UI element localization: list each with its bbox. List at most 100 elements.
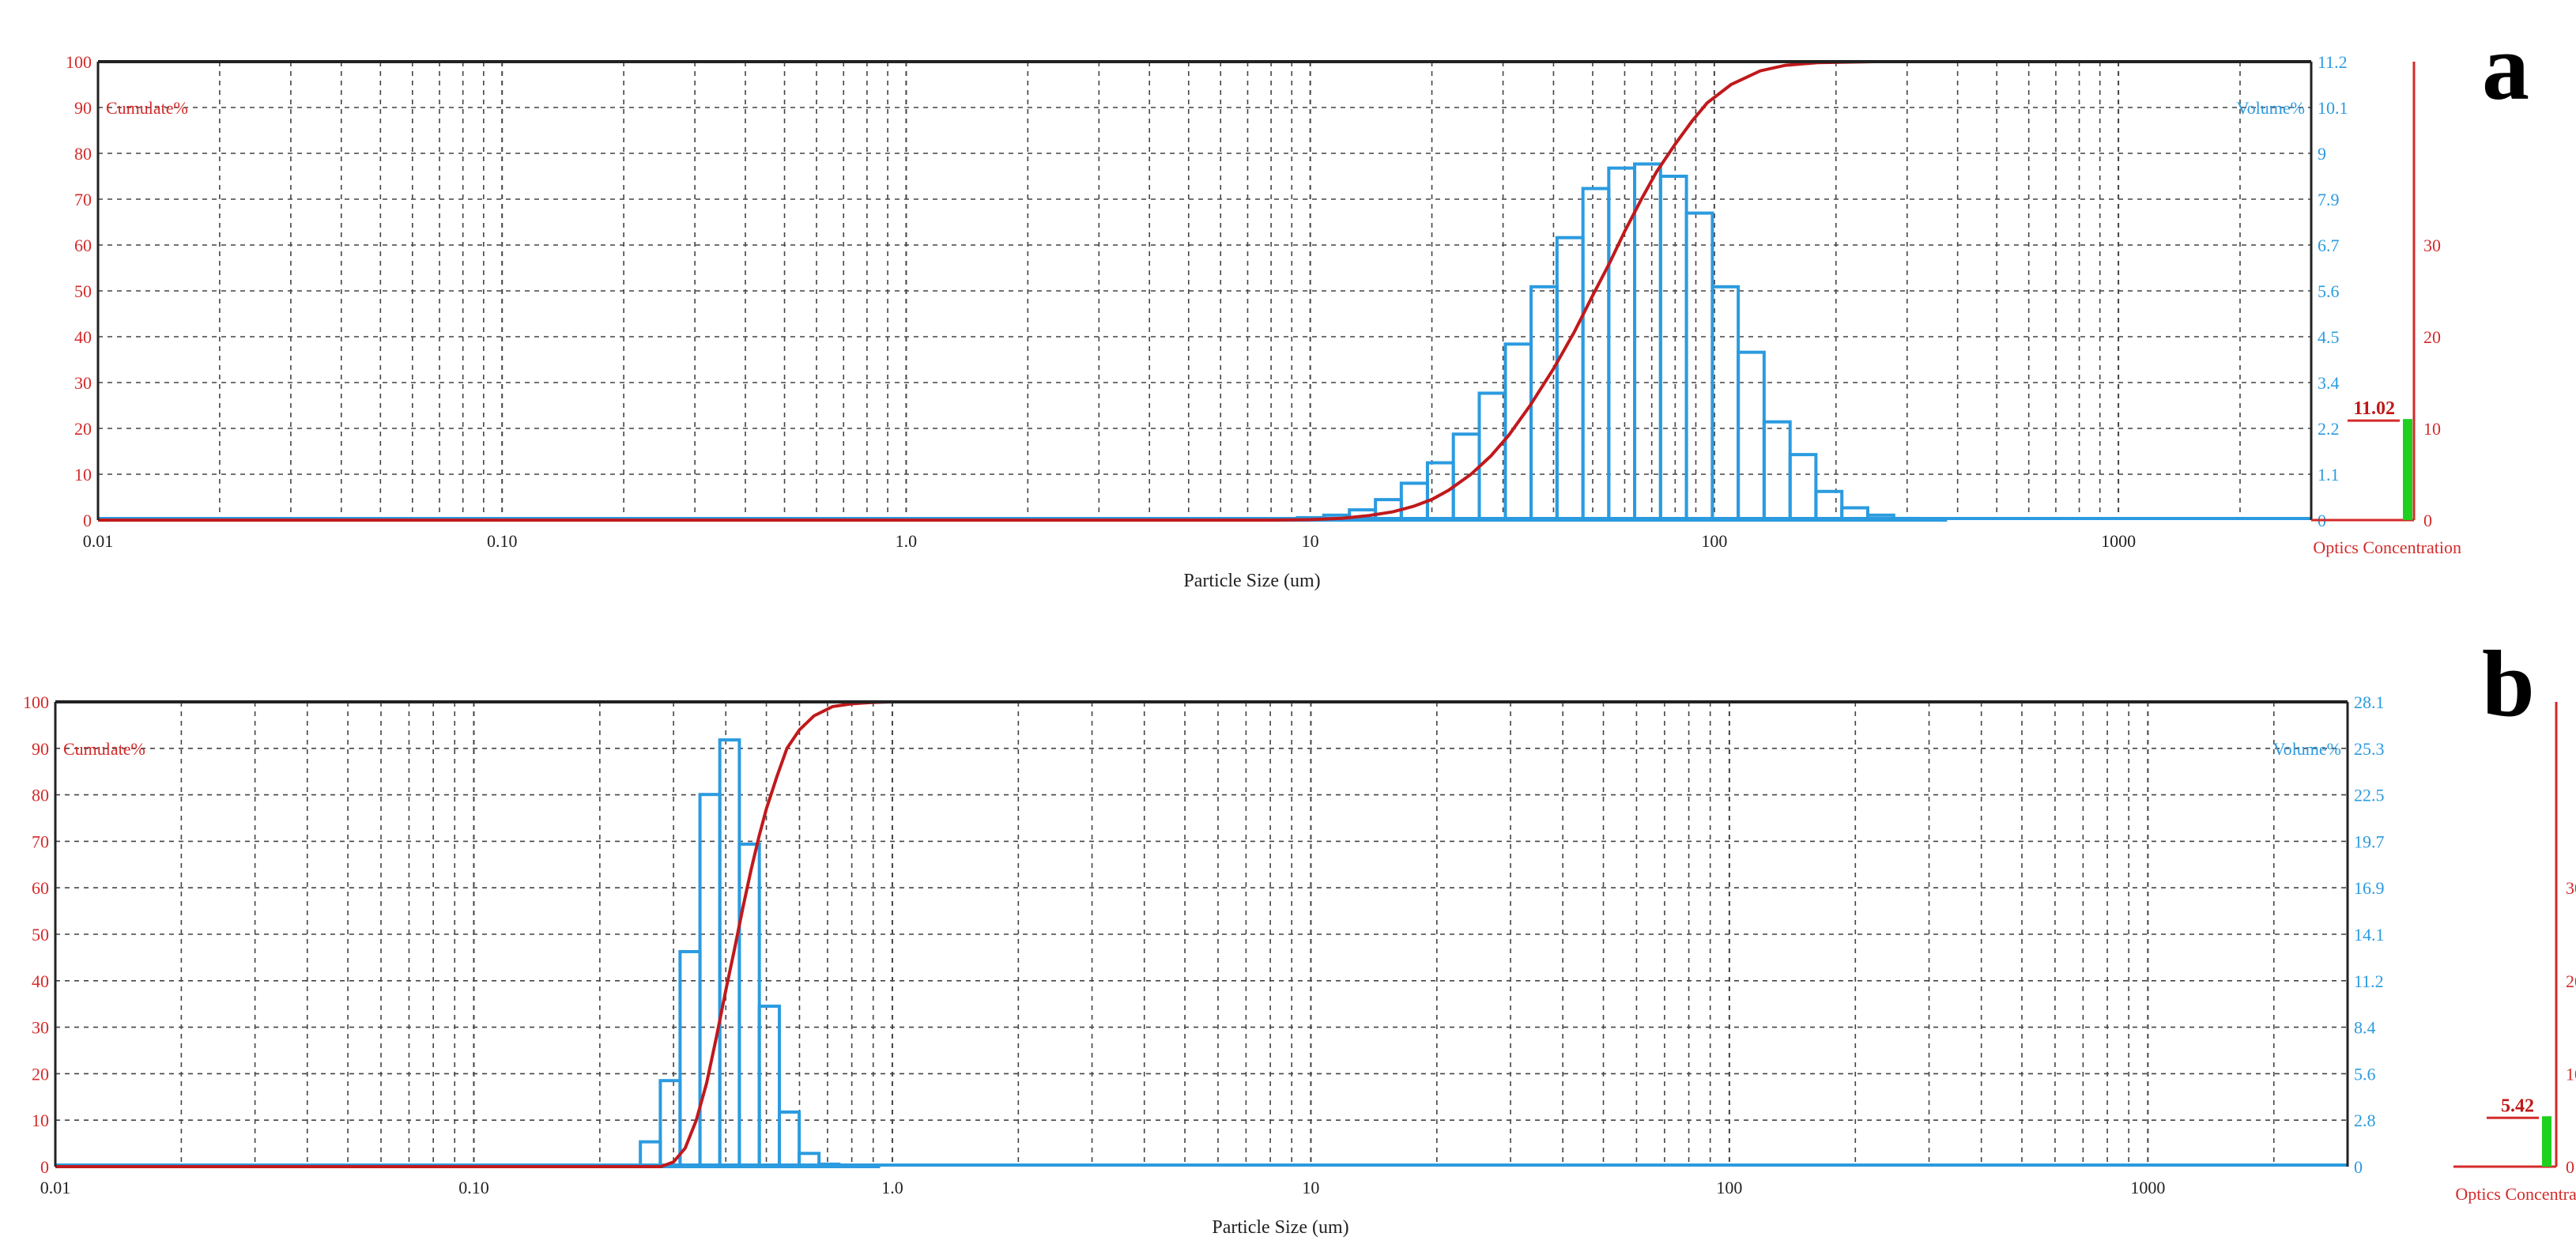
panel-b-cumulative-curve bbox=[55, 700, 2348, 1168]
panel-a-x-axis-label: Particle Size (um) bbox=[1183, 571, 1320, 591]
volume-bar bbox=[1762, 420, 1792, 522]
right-tick-label: 25.3 bbox=[2354, 739, 2385, 759]
x-tick-label: 1.0 bbox=[881, 1178, 903, 1197]
volume-bar bbox=[1788, 453, 1818, 522]
optics-tick-label: 0 bbox=[2566, 1157, 2574, 1177]
left-tick-label: 30 bbox=[32, 1018, 49, 1038]
optics-tick-label: 0 bbox=[2423, 511, 2432, 530]
optics-tick-label: 30 bbox=[2423, 236, 2441, 255]
right-tick-label: 28.1 bbox=[2354, 692, 2385, 712]
right-tick-label: 0 bbox=[2354, 1157, 2363, 1177]
volume-bar bbox=[1633, 162, 1662, 522]
x-tick-label: 100 bbox=[1716, 1178, 1742, 1197]
right-tick-label: 9 bbox=[2318, 144, 2326, 164]
right-tick-label: 11.2 bbox=[2318, 52, 2348, 72]
panel-b-x-ticks: 0.01 0.10 1.0 10 100 1000 bbox=[40, 1178, 2166, 1197]
panel-a-optics-value: 11.02 bbox=[2353, 398, 2395, 419]
right-tick-label: 19.7 bbox=[2354, 832, 2385, 851]
right-tick-label: 2.2 bbox=[2318, 419, 2340, 439]
optics-concentration-bar bbox=[2403, 419, 2412, 520]
x-tick-label: 0.01 bbox=[83, 531, 114, 551]
right-tick-label: 11.2 bbox=[2354, 971, 2384, 991]
panel-a-x-ticks: 0.01 0.10 1.0 10 100 1000 bbox=[83, 531, 2136, 551]
right-tick-label: 14.1 bbox=[2354, 925, 2385, 945]
right-tick-label: 8.4 bbox=[2354, 1018, 2376, 1038]
panel-b-right-ticks: 0 2.8 5.6 8.4 11.2 14.1 16.9 19.7 22.5 25.3 28.1 bbox=[2354, 692, 2385, 1177]
left-tick-label: 10 bbox=[32, 1111, 49, 1130]
optics-tick-label: 30 bbox=[2566, 878, 2576, 898]
left-tick-label: 90 bbox=[32, 739, 49, 759]
volume-bar bbox=[1710, 285, 1741, 522]
panel-a-optics-axis: 0 10 20 30 bbox=[2311, 62, 2441, 530]
optics-tick-label: 20 bbox=[2423, 327, 2441, 347]
right-tick-label: 6.7 bbox=[2318, 236, 2340, 255]
right-tick-label: 2.8 bbox=[2354, 1111, 2376, 1130]
left-tick-label: 60 bbox=[74, 236, 92, 255]
panel-b-optics-axis: 0 10 20 30 bbox=[2453, 702, 2576, 1177]
x-tick-label: 0.10 bbox=[487, 531, 518, 551]
panel-a-letter: a bbox=[2482, 14, 2529, 119]
panel-b-optics-value: 5.42 bbox=[2501, 1096, 2534, 1116]
panel-a-volume-bars bbox=[98, 162, 2311, 522]
left-tick-label: 50 bbox=[32, 925, 49, 945]
x-tick-label: 10 bbox=[1302, 531, 1319, 551]
panel-b-left-ticks: 0 10 20 30 40 50 60 70 80 90 100 bbox=[23, 692, 49, 1177]
left-tick-label: 20 bbox=[74, 419, 92, 439]
x-tick-label: 1000 bbox=[2130, 1178, 2165, 1197]
panel-a-cumulative-curve bbox=[98, 60, 2311, 522]
left-tick-label: 70 bbox=[74, 190, 92, 209]
optics-concentration-bar bbox=[2542, 1116, 2551, 1167]
right-tick-label: 7.9 bbox=[2318, 190, 2340, 209]
panel-b-optics-label: Optics Concentration bbox=[2455, 1184, 2576, 1204]
volume-bar bbox=[757, 1005, 781, 1168]
right-tick-label: 10.1 bbox=[2318, 98, 2348, 118]
right-tick-label: 22.5 bbox=[2354, 786, 2385, 805]
left-tick-label: 50 bbox=[74, 281, 92, 301]
panel-b-x-axis-label: Particle Size (um) bbox=[1212, 1217, 1348, 1238]
panel-a-optics-label: Optics Concentration bbox=[2313, 537, 2461, 557]
panel-b-volume-bars bbox=[55, 738, 2348, 1169]
right-tick-label: 16.9 bbox=[2354, 878, 2385, 898]
left-tick-label: 20 bbox=[32, 1064, 49, 1084]
left-tick-label: 0 bbox=[83, 511, 92, 530]
panel-b-cumulate-label: Cumulate% bbox=[63, 739, 145, 759]
optics-tick-label: 10 bbox=[2566, 1064, 2576, 1084]
x-tick-label: 1.0 bbox=[896, 531, 918, 551]
panel-a-frame bbox=[96, 60, 2313, 520]
panel-b-frame bbox=[54, 700, 2349, 1167]
left-tick-label: 100 bbox=[66, 52, 92, 72]
volume-bar bbox=[1814, 489, 1844, 522]
volume-bar bbox=[639, 1140, 662, 1168]
panel-a: 0 10 20 30 40 50 60 70 80 90 100 0 1.1 2.2 3.4 4.5 5.6 6… bbox=[66, 14, 2529, 591]
panel-b-letter: b bbox=[2482, 631, 2535, 736]
panel-a-left-ticks: 0 10 20 30 40 50 60 70 80 90 100 bbox=[66, 52, 92, 530]
left-tick-label: 80 bbox=[74, 144, 92, 164]
volume-bar bbox=[1581, 187, 1611, 522]
panel-a-grid bbox=[97, 62, 2312, 520]
right-tick-label: 5.6 bbox=[2354, 1064, 2376, 1084]
panel-a-volume-label: Volume% bbox=[2237, 98, 2305, 118]
left-tick-label: 100 bbox=[23, 692, 49, 712]
x-tick-label: 0.10 bbox=[458, 1178, 489, 1197]
volume-bar bbox=[718, 738, 741, 1168]
panel-b-volume-label: Volume% bbox=[2273, 739, 2341, 759]
volume-bar bbox=[1658, 175, 1688, 522]
optics-tick-label: 10 bbox=[2423, 419, 2441, 439]
right-tick-label: 5.6 bbox=[2318, 281, 2340, 301]
left-tick-label: 10 bbox=[74, 465, 92, 485]
left-tick-label: 70 bbox=[32, 832, 49, 851]
left-tick-label: 90 bbox=[74, 98, 92, 118]
volume-bar bbox=[1555, 236, 1585, 522]
volume-bar bbox=[1737, 350, 1766, 522]
left-tick-label: 40 bbox=[74, 327, 92, 347]
right-tick-label: 3.4 bbox=[2318, 373, 2340, 393]
optics-tick-label: 20 bbox=[2566, 971, 2576, 991]
right-tick-label: 1.1 bbox=[2318, 465, 2340, 485]
panel-b-grid bbox=[55, 702, 2348, 1167]
volume-bar bbox=[658, 1079, 682, 1168]
left-tick-label: 40 bbox=[32, 971, 49, 991]
panel-a-cumulate-label: Cumulate% bbox=[106, 98, 188, 118]
